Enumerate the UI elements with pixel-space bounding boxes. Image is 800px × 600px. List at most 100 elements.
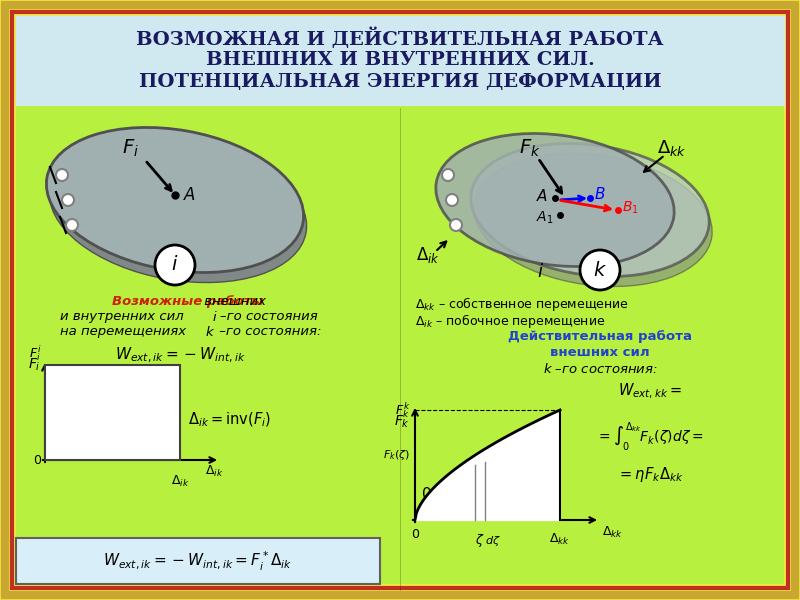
Ellipse shape (471, 143, 709, 277)
Bar (16, 61, 784, 62)
Bar (16, 89, 784, 90)
Bar (16, 28, 784, 29)
Bar (16, 33, 784, 34)
Bar (16, 100, 784, 101)
Bar (16, 82, 784, 83)
Text: $\Delta_{ik}$ – побочное перемещение: $\Delta_{ik}$ – побочное перемещение (415, 312, 606, 330)
Bar (16, 90, 784, 91)
Bar (16, 51, 784, 52)
Bar (16, 81, 784, 82)
Bar (16, 26, 784, 27)
Text: ВНЕШНИХ И ВНУТРЕННИХ СИЛ.: ВНЕШНИХ И ВНУТРЕННИХ СИЛ. (206, 51, 594, 69)
Text: 0: 0 (33, 454, 41, 467)
Text: $B$: $B$ (594, 186, 606, 202)
Bar (16, 76, 784, 77)
Bar (16, 75, 784, 76)
Ellipse shape (474, 154, 712, 286)
Bar (16, 22, 784, 23)
Text: $A_1$: $A_1$ (535, 210, 553, 226)
Bar (16, 88, 784, 89)
Text: $F_i$: $F_i$ (122, 137, 138, 158)
Text: $\zeta$: $\zeta$ (475, 532, 485, 549)
Text: $B_1$: $B_1$ (622, 200, 638, 216)
Text: на перемещениях: на перемещениях (60, 325, 190, 338)
Bar (45, 365, 180, 460)
Bar (16, 86, 784, 87)
Bar (16, 47, 784, 48)
Circle shape (56, 169, 68, 181)
Text: $\Delta_{kk}$: $\Delta_{kk}$ (658, 138, 686, 158)
Circle shape (66, 219, 78, 231)
Bar (16, 80, 784, 81)
Bar (16, 41, 784, 42)
Bar (16, 56, 784, 57)
Bar (16, 59, 784, 60)
Text: $A$: $A$ (183, 186, 196, 204)
Bar (16, 57, 784, 58)
Bar (16, 96, 784, 97)
Bar (16, 79, 784, 80)
Bar (16, 37, 784, 38)
Text: $0 < \eta < 1$: $0 < \eta < 1$ (422, 485, 489, 505)
Bar (16, 101, 784, 102)
Bar (16, 29, 784, 30)
Bar (16, 21, 784, 22)
Text: –го состояния:: –го состояния: (215, 325, 322, 338)
Bar (16, 104, 784, 105)
Bar (16, 93, 784, 94)
Bar (16, 70, 784, 71)
Bar (16, 84, 784, 85)
Bar (16, 68, 784, 69)
Text: $W_{ext,kk} =$: $W_{ext,kk} =$ (618, 382, 682, 401)
Text: $\Delta_{kk}$ – собственное перемещение: $\Delta_{kk}$ – собственное перемещение (415, 295, 629, 313)
Bar (16, 95, 784, 96)
Bar (16, 71, 784, 72)
Text: –го состояния: –го состояния (220, 310, 318, 323)
Bar (16, 77, 784, 78)
Bar (16, 85, 784, 86)
Bar (16, 91, 784, 92)
Text: и внутренних сил: и внутренних сил (60, 310, 188, 323)
Bar (16, 63, 784, 64)
Text: $\Delta_{ik}$: $\Delta_{ik}$ (170, 474, 190, 489)
Circle shape (580, 250, 620, 290)
Bar (16, 31, 784, 32)
Bar (16, 18, 784, 19)
Text: $k$: $k$ (205, 325, 215, 339)
Bar (16, 34, 784, 35)
Text: $F_k$: $F_k$ (519, 137, 541, 158)
Text: $\Delta_{kk}$: $\Delta_{kk}$ (550, 532, 570, 547)
Bar (16, 78, 784, 79)
FancyBboxPatch shape (5, 5, 795, 595)
Circle shape (442, 169, 454, 181)
Bar (16, 35, 784, 36)
Bar (16, 48, 784, 49)
Bar (16, 36, 784, 37)
Bar (16, 32, 784, 33)
Bar (16, 40, 784, 41)
Ellipse shape (436, 134, 674, 266)
Bar (16, 72, 784, 73)
Bar (16, 67, 784, 68)
Bar (16, 99, 784, 100)
Circle shape (155, 245, 195, 285)
Bar (16, 42, 784, 43)
Bar (16, 69, 784, 70)
Bar (16, 83, 784, 84)
Bar (16, 55, 784, 56)
Bar (16, 53, 784, 54)
Bar (16, 74, 784, 75)
Bar (16, 58, 784, 59)
FancyBboxPatch shape (16, 16, 784, 106)
Text: $A$: $A$ (536, 188, 548, 204)
Bar (16, 30, 784, 31)
Text: внешних: внешних (200, 295, 266, 308)
Text: $\Delta_{ik}$: $\Delta_{ik}$ (416, 245, 440, 265)
Bar (16, 94, 784, 95)
Bar (16, 64, 784, 65)
Bar (16, 20, 784, 21)
Bar (16, 66, 784, 67)
Bar (16, 103, 784, 104)
Text: Возможные работы: Возможные работы (112, 295, 263, 308)
Bar (16, 49, 784, 50)
